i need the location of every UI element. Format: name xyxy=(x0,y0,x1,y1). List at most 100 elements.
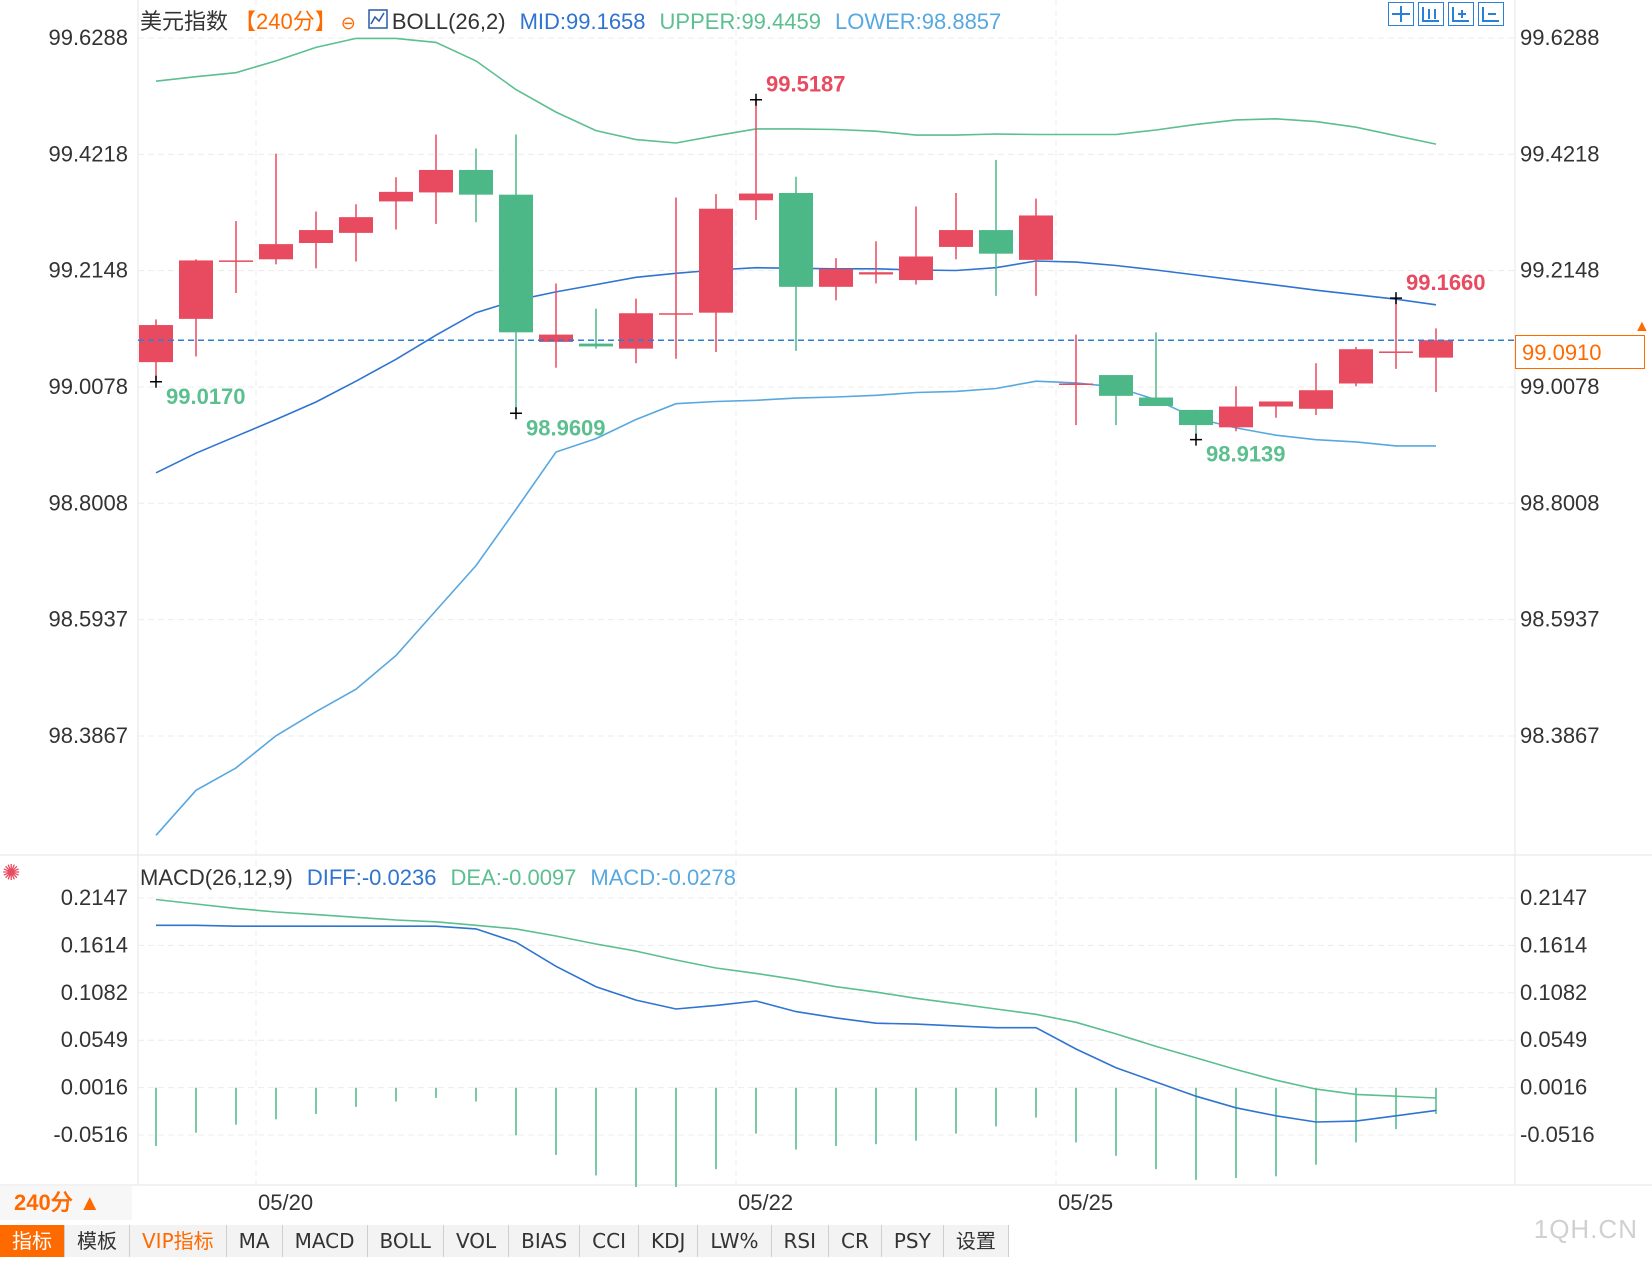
candle-body xyxy=(539,334,573,342)
candle xyxy=(899,206,933,285)
macd-y-tick-label-right: 0.1614 xyxy=(1520,932,1587,957)
candle-body xyxy=(1059,383,1093,385)
candle xyxy=(339,204,373,262)
macd-y-tick-label-right: 0.1082 xyxy=(1520,980,1587,1005)
toolbar-item[interactable]: CCI xyxy=(580,1225,639,1257)
candle xyxy=(139,319,173,382)
macd-macd-value: MACD:-0.0278 xyxy=(590,865,736,890)
macd-y-tick-label-left: 0.0549 xyxy=(61,1027,128,1052)
candle xyxy=(1099,375,1133,426)
candle xyxy=(859,241,893,284)
low-label-1: 99.0170 xyxy=(166,384,246,409)
candle-body xyxy=(1299,390,1333,409)
candle xyxy=(1259,401,1293,418)
timeframe-button[interactable]: 240分 ▲ xyxy=(0,1186,132,1220)
candle-body xyxy=(339,217,373,233)
toolbar-item[interactable]: 设置 xyxy=(943,1225,1009,1257)
candle xyxy=(779,176,813,351)
candle xyxy=(979,159,1013,296)
boll-header: 美元指数 【240分】 ⊖ BOLL(26,2) MID:99.1658 UPPER:99… xyxy=(140,4,1015,36)
macd-label: MACD(26,12,9) xyxy=(140,865,293,890)
toolbar-item[interactable]: 模板 xyxy=(65,1225,130,1257)
candle xyxy=(1299,363,1333,415)
toolbar-item[interactable]: MA xyxy=(226,1225,283,1257)
boll-lower-value: LOWER:98.8857 xyxy=(834,9,1002,34)
toolbar-item[interactable]: PSY xyxy=(881,1225,944,1257)
high-label: 99.5187 xyxy=(766,72,846,97)
toolbar-item[interactable]: RSI xyxy=(771,1225,829,1257)
toolbar-item[interactable]: 指标 xyxy=(0,1225,65,1257)
candle xyxy=(299,211,333,269)
y-tick-label-left: 98.3867 xyxy=(48,723,128,748)
high-label-marker xyxy=(750,93,762,106)
y-tick-label-right: 98.8008 xyxy=(1520,490,1600,515)
split-icon[interactable] xyxy=(1418,2,1444,26)
y-tick-label-left: 99.0078 xyxy=(48,374,128,399)
candle xyxy=(379,177,413,230)
x-tick-label: 05/22 xyxy=(738,1190,793,1215)
candle-body xyxy=(979,230,1013,254)
candle xyxy=(419,134,453,224)
candle-body xyxy=(139,325,173,363)
macd-y-tick-label-right: -0.0516 xyxy=(1520,1122,1595,1147)
y-tick-label-right: 99.0078 xyxy=(1520,374,1600,399)
macd-y-tick-label-right: 0.0016 xyxy=(1520,1075,1587,1100)
toolbar-item[interactable]: BIAS xyxy=(509,1225,581,1257)
candle-body xyxy=(1099,375,1133,396)
macd-header: MACD(26,12,9) DIFF:-0.0236 DEA:-0.0097 MACD… xyxy=(140,865,750,891)
candle-body xyxy=(779,192,813,287)
candle xyxy=(219,221,253,294)
candle xyxy=(619,298,653,364)
macd-y-tick-label-left: -0.0516 xyxy=(53,1122,128,1147)
toolbar-item[interactable]: MACD xyxy=(282,1225,368,1257)
low-label-2: 98.9609 xyxy=(526,415,606,440)
candle xyxy=(1379,298,1413,369)
low-label-2-marker xyxy=(510,407,522,420)
y-tick-label-left: 98.8008 xyxy=(48,490,128,515)
toolbar-item[interactable]: BOLL xyxy=(367,1225,444,1257)
candle xyxy=(1059,334,1093,426)
toolbar-item[interactable]: KDJ xyxy=(638,1225,699,1257)
candle-body xyxy=(219,260,253,262)
candle-body xyxy=(1379,351,1413,353)
crosshair-icon[interactable] xyxy=(1388,2,1414,26)
watermark: 1QH.CN xyxy=(1533,1214,1638,1244)
indicator-toolbar: 指标 模板 VIP指标 MA MACD BOLL VOL BIAS CCI KDJ LW% RSI CR… xyxy=(0,1225,1009,1257)
macd-y-tick-label-left: 0.1082 xyxy=(61,980,128,1005)
macd-settings-icon[interactable]: ✺ xyxy=(2,860,21,885)
candle xyxy=(539,283,573,368)
last-price-value: 99.0910 xyxy=(1522,340,1602,365)
toolbar-item[interactable]: VOL xyxy=(443,1225,510,1257)
candle-body xyxy=(1019,215,1053,260)
candle-body xyxy=(1419,340,1453,358)
toolbar-item[interactable]: VIP指标 xyxy=(130,1225,227,1257)
toolbar-item[interactable]: LW% xyxy=(698,1225,772,1257)
candle-body xyxy=(179,260,213,319)
settings-icon[interactable]: ⊖ xyxy=(340,13,356,33)
macd-dea-value: DEA:-0.0097 xyxy=(450,865,577,890)
boll-label: BOLL(26,2) xyxy=(391,9,506,34)
period-label[interactable]: 【240分】 xyxy=(234,9,337,34)
candle-body xyxy=(1339,349,1373,384)
candle xyxy=(739,99,773,220)
y-tick-label-left: 99.4218 xyxy=(48,141,128,166)
boll-upper-value: UPPER:99.4459 xyxy=(659,9,821,34)
candle-body xyxy=(1259,401,1293,407)
candle-body xyxy=(739,193,773,201)
macd-y-tick-label-left: 0.1614 xyxy=(61,932,128,957)
candle-body xyxy=(1219,406,1253,428)
candle-body xyxy=(819,268,853,287)
zoom-in-icon[interactable] xyxy=(1448,2,1474,26)
y-tick-label-right: 99.4218 xyxy=(1520,141,1600,166)
low-label-3: 98.9139 xyxy=(1206,442,1286,467)
y-tick-label-left: 98.5937 xyxy=(48,607,128,632)
candle-body xyxy=(659,313,693,315)
candle xyxy=(499,134,533,414)
y-tick-label-left: 99.6288 xyxy=(48,25,128,50)
candle-body xyxy=(579,343,613,347)
zoom-out-icon[interactable] xyxy=(1478,2,1504,26)
candle xyxy=(1019,198,1053,296)
toolbar-item[interactable]: CR xyxy=(829,1225,882,1257)
candle-body xyxy=(499,194,533,333)
